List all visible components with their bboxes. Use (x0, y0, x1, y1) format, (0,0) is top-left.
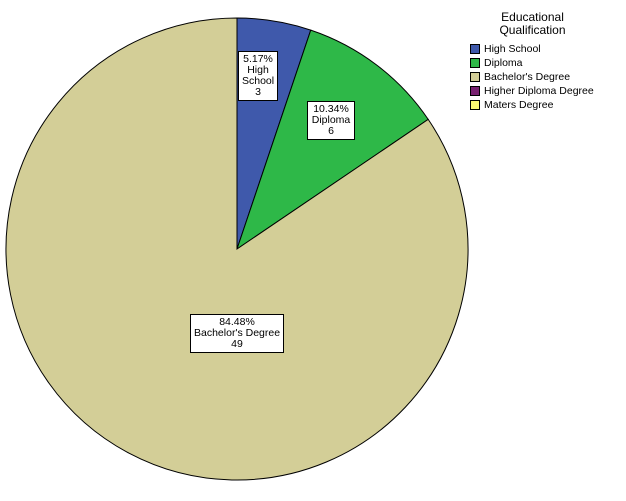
data-label-high-school: 5.17% High School 3 (238, 51, 278, 101)
data-label-line: School (242, 75, 275, 87)
legend-swatch (470, 72, 480, 82)
data-label-line: 49 (231, 338, 243, 350)
legend-title-line: Educational (501, 10, 564, 24)
legend-swatch (470, 86, 480, 96)
data-label-line: High (247, 64, 269, 76)
data-label-line: Bachelor's Degree (194, 327, 281, 339)
legend-title-line: Qualification (499, 23, 566, 37)
legend-label: Bachelor's Degree (484, 71, 571, 83)
data-label-diploma: 10.34% Diploma 6 (307, 101, 355, 140)
data-label-bachelors-degree: 84.48% Bachelor's Degree 49 (190, 314, 284, 353)
data-label-line: 3 (255, 86, 261, 98)
data-label-line: 84.48% (219, 316, 255, 328)
data-label-line: Diploma (311, 114, 351, 126)
legend-label: Diploma (484, 57, 523, 69)
legend-item-diploma: Diploma (470, 56, 620, 70)
legend-label: High School (484, 43, 541, 55)
legend-swatch (470, 58, 480, 68)
legend-label: Higher Diploma Degree (484, 85, 594, 97)
legend-item-maters-degree: Maters Degree (470, 98, 620, 112)
legend: Educational Qualification High School Di… (470, 11, 620, 112)
data-label-line: 5.17% (243, 53, 273, 65)
data-label-line: 10.34% (313, 103, 349, 115)
legend-title: Educational Qualification (470, 11, 595, 37)
data-label-line: 6 (328, 125, 334, 137)
legend-swatch (470, 100, 480, 110)
legend-swatch (470, 44, 480, 54)
legend-item-bachelors-degree: Bachelor's Degree (470, 70, 620, 84)
legend-item-higher-diploma-degree: Higher Diploma Degree (470, 84, 620, 98)
legend-label: Maters Degree (484, 99, 554, 111)
legend-item-high-school: High School (470, 42, 620, 56)
pie-slice-bachelor-s-degree (5, 17, 469, 481)
